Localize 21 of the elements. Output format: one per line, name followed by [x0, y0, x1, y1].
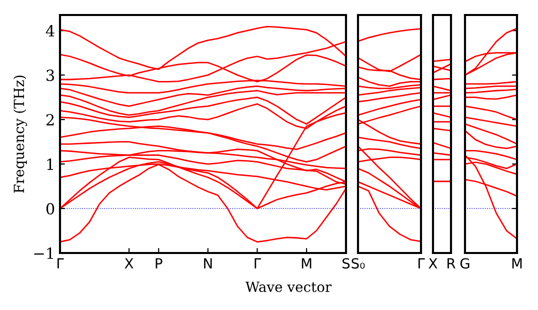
x-tick-label: M — [512, 258, 522, 268]
x-tick-label: P — [156, 258, 162, 268]
y-tick-label: 0 — [46, 202, 54, 215]
x-tick-label: N — [204, 258, 212, 268]
x-tick-label: X — [428, 258, 438, 268]
y-tick-label: 2 — [46, 114, 54, 126]
y-axis-title: Frequency (THz) — [13, 76, 28, 193]
x-tick-label: R — [448, 258, 456, 268]
x-tick-label: M — [302, 258, 312, 268]
x-tick-label: Γ — [254, 258, 262, 268]
x-tick-label: S₀ — [352, 258, 365, 269]
y-tick-label: 4 — [46, 25, 54, 36]
x-tick-label: S — [342, 258, 350, 269]
x-tick-label: Γ — [418, 258, 425, 268]
x-axis-title: Wave vector — [245, 282, 332, 292]
y-tick-label: 3 — [46, 70, 54, 82]
x-tick-label: Γ — [57, 258, 64, 268]
y-tick-label: −1 — [34, 247, 53, 259]
y-tick-label: 1 — [47, 158, 53, 170]
x-tick-label: G — [460, 258, 470, 269]
x-tick-label: X — [124, 258, 134, 268]
